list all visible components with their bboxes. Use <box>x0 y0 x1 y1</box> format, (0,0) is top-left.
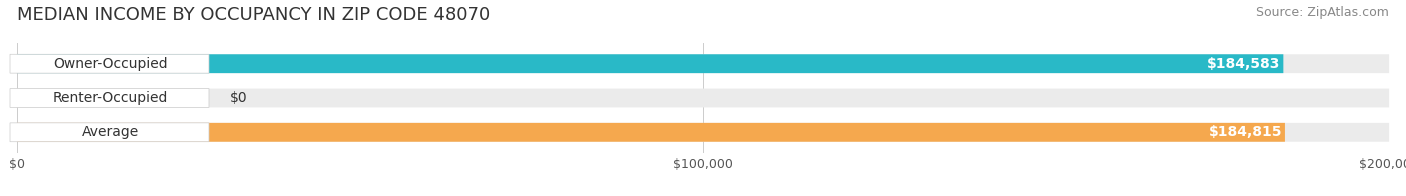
FancyBboxPatch shape <box>10 89 209 107</box>
FancyBboxPatch shape <box>10 54 209 73</box>
Text: MEDIAN INCOME BY OCCUPANCY IN ZIP CODE 48070: MEDIAN INCOME BY OCCUPANCY IN ZIP CODE 4… <box>17 6 491 24</box>
Text: Average: Average <box>82 125 139 139</box>
Text: $184,815: $184,815 <box>1209 125 1282 139</box>
FancyBboxPatch shape <box>17 89 1389 107</box>
FancyBboxPatch shape <box>17 123 1389 142</box>
Text: Owner-Occupied: Owner-Occupied <box>53 57 167 71</box>
Text: Source: ZipAtlas.com: Source: ZipAtlas.com <box>1256 6 1389 19</box>
Text: $0: $0 <box>229 91 247 105</box>
FancyBboxPatch shape <box>17 54 1284 73</box>
FancyBboxPatch shape <box>17 123 1285 142</box>
FancyBboxPatch shape <box>10 123 209 142</box>
Text: $184,583: $184,583 <box>1208 57 1281 71</box>
FancyBboxPatch shape <box>17 54 1389 73</box>
Text: Renter-Occupied: Renter-Occupied <box>52 91 167 105</box>
